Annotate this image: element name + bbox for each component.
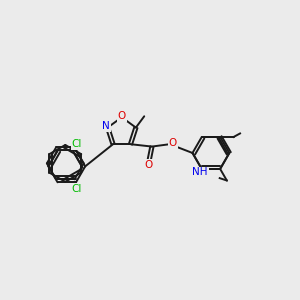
Text: O: O	[118, 111, 126, 121]
Text: Cl: Cl	[71, 139, 82, 149]
Text: O: O	[169, 138, 177, 148]
Text: N: N	[102, 122, 110, 131]
Text: Cl: Cl	[71, 184, 82, 194]
Text: NH: NH	[193, 167, 208, 178]
Text: O: O	[145, 160, 153, 170]
